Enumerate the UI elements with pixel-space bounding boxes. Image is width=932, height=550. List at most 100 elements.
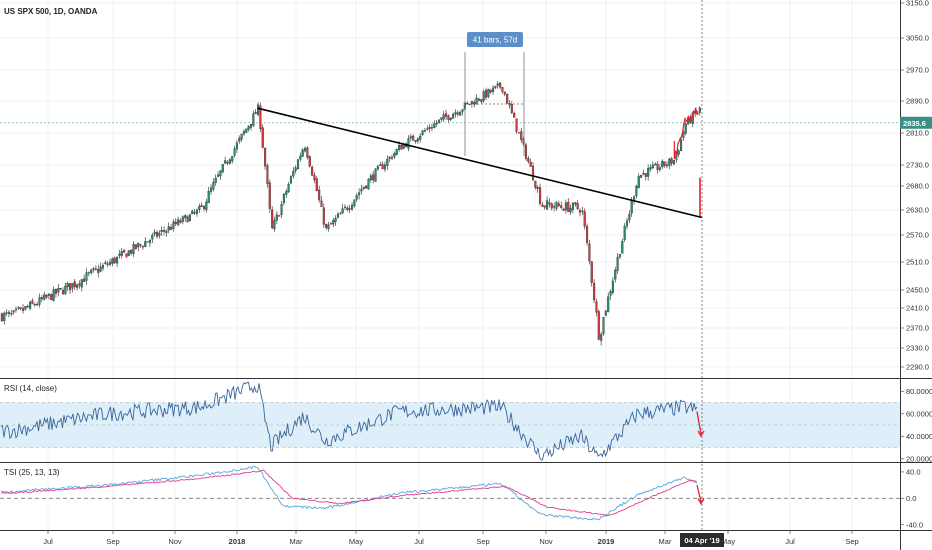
- price-tick-label: 3150.0: [906, 0, 929, 8]
- candle-body: [362, 186, 365, 189]
- tsi-line: [0, 465, 698, 521]
- candle-body: [69, 283, 72, 291]
- candle-body: [515, 118, 518, 132]
- date-range-ruler[interactable]: 41 bars, 57d: [464, 32, 525, 156]
- candle-body: [637, 175, 640, 189]
- rsi-pane[interactable]: RSI (14, close): [0, 381, 900, 461]
- candle-body: [437, 119, 441, 123]
- candle-body: [137, 243, 140, 248]
- time-tick-label: Jul: [414, 537, 424, 546]
- candle-body: [339, 213, 342, 215]
- candle-body: [555, 202, 558, 209]
- tsi-title: TSI (25, 13, 13): [4, 468, 60, 477]
- candle-body: [336, 213, 339, 218]
- candle-body: [259, 105, 262, 129]
- tsi-tick-label: 40.0: [906, 468, 921, 477]
- candle-body: [120, 251, 123, 256]
- time-tick-label: Sep: [106, 537, 119, 546]
- candle-body: [348, 208, 351, 210]
- candle-body: [609, 291, 612, 296]
- candle-body: [369, 175, 372, 181]
- price-tick-label: 2570.0: [906, 231, 929, 240]
- candle-body: [26, 306, 29, 308]
- candle-body: [238, 138, 241, 142]
- candle-body: [198, 206, 201, 210]
- candle-body: [226, 161, 229, 164]
- time-axis[interactable]: Jul Sep Nov 2018 Mar May Jul Sep Nov 2019 Mar May Ju…: [43, 530, 859, 546]
- candle-body: [332, 220, 335, 225]
- candle-body: [578, 210, 582, 213]
- candle-body: [19, 307, 22, 309]
- candle-body: [151, 234, 154, 240]
- candle-body: [111, 258, 114, 264]
- candle-body: [621, 240, 624, 254]
- time-tick-label: Jul: [43, 537, 53, 546]
- candle-body: [630, 200, 633, 214]
- candle-body: [353, 199, 356, 207]
- candle-body: [141, 246, 144, 248]
- candle-body: [470, 100, 473, 105]
- candle-body: [146, 241, 149, 243]
- candle-body: [33, 304, 36, 306]
- candle-body: [343, 206, 347, 208]
- candle-body: [574, 202, 577, 205]
- rsi-title: RSI (14, close): [4, 384, 57, 393]
- time-tick-label: May: [721, 537, 735, 546]
- candle-body: [482, 91, 485, 101]
- candle-body: [99, 266, 102, 272]
- price-axis[interactable]: 3150.0 3050.0 2970.0 2890.0 2810.0 2730.0 2680…: [900, 0, 929, 372]
- time-tick-label: Nov: [168, 537, 182, 546]
- candle-body: [517, 132, 520, 134]
- candle-body: [303, 148, 307, 152]
- price-pane[interactable]: 41 bars, 57d US SPX 500, 1D, OANDA: [0, 7, 900, 346]
- rsi-axis[interactable]: 80.0000 60.0000 40.0000 20.0000: [900, 387, 932, 464]
- current-date-label: 04 Apr '19: [684, 536, 719, 545]
- candle-body: [588, 243, 591, 262]
- candle-body: [235, 142, 238, 150]
- candle-body: [428, 127, 431, 129]
- candle-body: [597, 311, 600, 340]
- rsi-tick-label: 60.0000: [906, 409, 932, 418]
- trendline[interactable]: [257, 107, 703, 219]
- candle-body: [165, 230, 168, 234]
- price-tick-label: 3050.0: [906, 34, 929, 43]
- candle-body: [289, 176, 292, 184]
- candle-body: [480, 99, 483, 102]
- candle-body: [602, 317, 605, 334]
- candle-body: [496, 83, 499, 86]
- candle-body: [116, 256, 119, 264]
- candle-body: [202, 206, 206, 209]
- candle-body: [71, 283, 74, 289]
- candle-body: [698, 107, 701, 113]
- time-tick-label: 2018: [229, 537, 246, 546]
- candle-body: [475, 97, 478, 105]
- candle-body: [0, 313, 3, 322]
- ruler-label: 41 bars, 57d: [473, 36, 517, 45]
- tsi-axis[interactable]: 40.0 0.0 -40.0: [900, 468, 923, 530]
- candle-body: [628, 214, 631, 221]
- candle-body: [529, 161, 532, 167]
- candle-body: [409, 136, 412, 139]
- candle-body: [494, 85, 497, 88]
- price-tick-label: 2890.0: [906, 97, 929, 106]
- candle-body: [684, 123, 687, 134]
- candle-body: [358, 192, 361, 196]
- candle-body: [623, 226, 626, 240]
- candle-body: [311, 167, 314, 176]
- candle-body: [576, 203, 579, 209]
- candle-body: [214, 177, 217, 183]
- candle-body: [614, 269, 617, 280]
- candle-body: [562, 208, 565, 211]
- candle-body: [76, 284, 79, 288]
- candle-body: [548, 202, 551, 205]
- candle-body: [647, 168, 650, 177]
- price-tick-label: 2290.0: [906, 363, 929, 372]
- price-tick-label: 2810.0: [906, 129, 929, 138]
- price-tick-label: 2630.0: [906, 206, 929, 215]
- candle-body: [162, 230, 166, 232]
- tsi-pane[interactable]: TSI (25, 13, 13): [0, 465, 900, 521]
- candle-body: [174, 221, 177, 225]
- candle-body: [654, 163, 657, 166]
- candle-body: [61, 289, 65, 295]
